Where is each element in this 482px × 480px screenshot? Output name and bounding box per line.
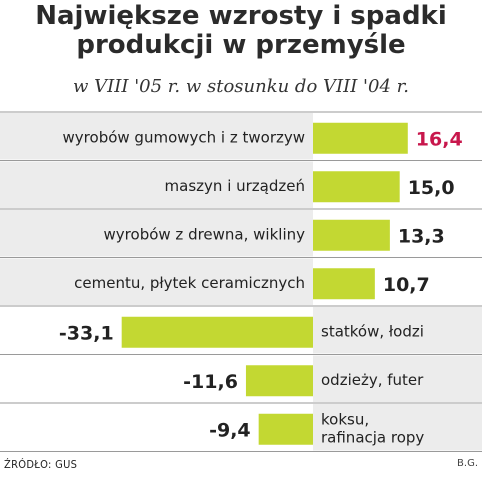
bar (313, 219, 390, 251)
category-label: wyrobów z drewna, wikliny (104, 225, 306, 243)
chart-title: Największe wzrosty i spadki produkcji w … (0, 2, 482, 60)
value-label: -9,4 (209, 419, 251, 441)
bar (121, 316, 313, 348)
bar (313, 268, 375, 300)
chart-title-line-1: Największe wzrosty i spadki (35, 1, 447, 31)
category-label: koksu, (321, 410, 369, 428)
category-label: statków, łodzi (321, 322, 424, 340)
category-label: maszyn i urządzeń (165, 177, 305, 195)
author-initials: B.G. (457, 458, 478, 469)
row-panel (313, 307, 482, 354)
row-panel (313, 404, 482, 451)
chart-title-line-2: produkcji w przemyśle (76, 30, 406, 60)
chart-subtitle: w VIII '05 r. w stosunku do VIII '04 r. (73, 76, 409, 97)
category-label: cementu, płytek ceramicznych (74, 274, 305, 292)
row-panel (0, 258, 313, 305)
value-label: 16,4 (416, 128, 463, 150)
value-label: 13,3 (398, 225, 445, 247)
row-panel (313, 355, 482, 402)
value-label: -11,6 (183, 371, 238, 393)
bar (258, 413, 313, 445)
category-label: rafinacja ropy (321, 428, 424, 446)
row-panel (0, 113, 313, 160)
category-label: wyrobów gumowych i z tworzyw (63, 128, 305, 146)
source-note: ŹRÓDŁO: GUS (4, 458, 78, 471)
bar (245, 365, 313, 397)
bar (313, 122, 408, 154)
row-panel (0, 161, 313, 208)
bar (313, 171, 400, 203)
value-label: 10,7 (383, 274, 430, 296)
value-label: -33,1 (59, 322, 114, 344)
value-label: 15,0 (408, 177, 455, 199)
row-panel (0, 210, 313, 257)
category-label: odzieży, futer (321, 371, 424, 389)
